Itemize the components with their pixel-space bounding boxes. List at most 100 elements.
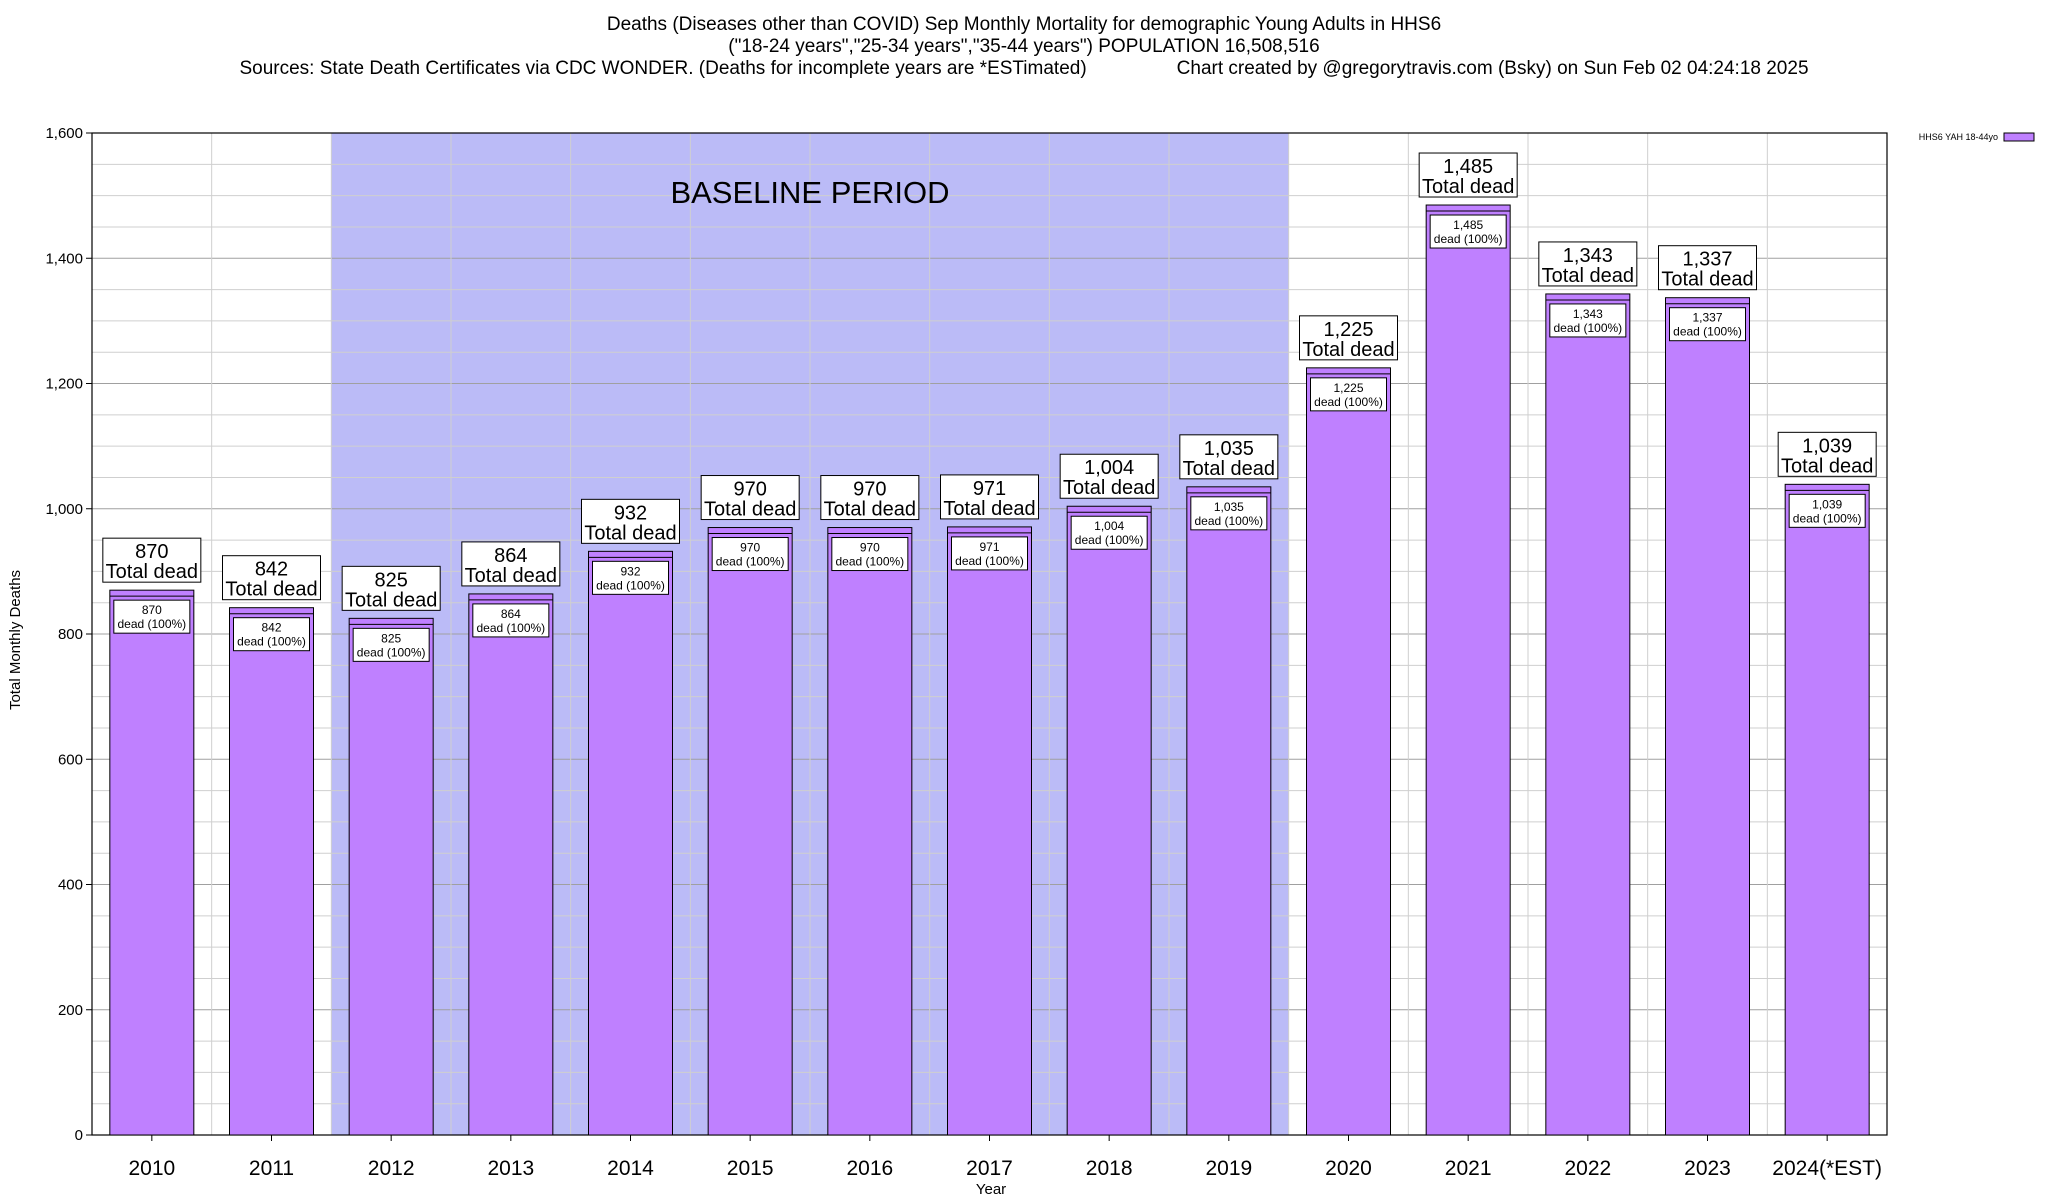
top-label-box — [1179, 434, 1279, 480]
x-tick-label: 2024(*EST) — [1772, 1157, 1882, 1180]
top-label-value: 1,485 — [1443, 156, 1493, 178]
top-label-box — [222, 555, 321, 601]
chart-header: Deaths (Diseases other than COVID) Sep M… — [0, 14, 2048, 80]
x-tick-label: 2022 — [1564, 1157, 1611, 1180]
y-tick-label: 1,200 — [45, 376, 83, 393]
inner-label-text: dead (100%) — [1314, 395, 1383, 409]
inner-label-text: dead (100%) — [1793, 511, 1862, 525]
x-tick-label: 2018 — [1086, 1157, 1133, 1180]
top-label-text: Total dead — [1661, 269, 1753, 291]
top-label-box — [700, 475, 800, 521]
bar — [1784, 483, 1870, 1136]
bar — [707, 527, 793, 1136]
x-tick-label: 2013 — [487, 1157, 534, 1180]
inner-label-text: dead (100%) — [835, 555, 904, 569]
inner-label-value: 970 — [740, 541, 760, 555]
top-label-box — [1418, 152, 1518, 198]
top-label-text: Total dead — [824, 499, 916, 521]
y-tick-label: 1,400 — [45, 250, 83, 267]
inner-label-box — [1429, 214, 1507, 249]
inner-label-text: dead (100%) — [117, 617, 186, 631]
bar — [229, 607, 314, 1136]
top-label-text: Total dead — [1183, 458, 1275, 480]
top-label-text: Total dead — [943, 498, 1035, 520]
top-label-text: Total dead — [345, 589, 437, 611]
top-label-text: Total dead — [1542, 265, 1634, 287]
inner-label-box — [831, 537, 909, 572]
inner-label-box — [951, 536, 1028, 571]
top-label-value: 842 — [255, 559, 288, 581]
x-tick-label: 2020 — [1325, 1157, 1372, 1180]
top-label-box — [1059, 453, 1159, 499]
legend-label: HHS6 YAH 18-44yo — [1919, 132, 1998, 142]
y-tick-label: 0 — [75, 1127, 83, 1144]
inner-label-text: dead (100%) — [1075, 533, 1144, 547]
inner-label-value: 842 — [261, 621, 281, 635]
inner-label-value: 1,225 — [1333, 381, 1363, 395]
inner-label-text: dead (100%) — [1553, 321, 1622, 335]
top-label-box — [1538, 241, 1638, 287]
top-label-value: 970 — [853, 479, 886, 501]
x-tick-label: 2012 — [368, 1157, 415, 1180]
inner-label-text: dead (100%) — [596, 578, 665, 592]
x-tick-label: 2023 — [1684, 1157, 1731, 1180]
bar — [1306, 367, 1391, 1136]
top-label-box — [1299, 315, 1398, 361]
inner-label-value: 970 — [860, 541, 880, 555]
inner-label-box — [1549, 303, 1627, 338]
x-tick-label: 2015 — [727, 1157, 774, 1180]
y-tick-label: 200 — [58, 1002, 83, 1019]
inner-label-box — [1669, 307, 1746, 342]
inner-label-value: 1,039 — [1812, 497, 1842, 511]
y-axis-label: Total Monthly Deaths — [7, 570, 24, 710]
inner-label-box — [1788, 493, 1866, 528]
inner-label-box — [113, 599, 191, 634]
x-tick-label: 2017 — [966, 1157, 1013, 1180]
bar — [947, 526, 1032, 1136]
chart-title: Deaths (Diseases other than COVID) Sep M… — [606, 14, 1442, 35]
x-tick-label: 2021 — [1445, 1157, 1492, 1180]
inner-label-text: dead (100%) — [1434, 232, 1503, 246]
top-label-value: 864 — [494, 545, 527, 567]
top-label-box — [1777, 431, 1877, 477]
top-label-box — [341, 565, 441, 611]
top-label-value: 1,225 — [1323, 319, 1373, 341]
top-label-value: 825 — [374, 569, 407, 591]
x-tick-label: 2011 — [249, 1157, 294, 1180]
bar — [468, 593, 554, 1136]
top-label-text: Total dead — [1063, 477, 1155, 499]
inner-label-text: dead (100%) — [1194, 514, 1263, 528]
top-label-value: 870 — [135, 541, 168, 563]
baseline-period-label: BASELINE PERIOD — [670, 175, 949, 210]
top-label-value: 1,004 — [1084, 457, 1134, 479]
x-tick-label: 2019 — [1205, 1157, 1252, 1180]
bar — [1186, 486, 1272, 1136]
inner-label-box — [1190, 496, 1268, 531]
y-tick-label: 1,600 — [45, 125, 83, 142]
top-label-value: 970 — [733, 479, 766, 501]
top-label-text: Total dead — [584, 522, 676, 544]
inner-label-text: dead (100%) — [476, 621, 545, 635]
legend-swatch — [2003, 132, 2035, 142]
inner-label-box — [592, 560, 669, 595]
top-label-box — [1658, 245, 1757, 291]
inner-label-box — [352, 627, 430, 662]
top-label-box — [461, 541, 561, 587]
inner-label-text: dead (100%) — [716, 555, 785, 569]
inner-label-value: 864 — [501, 607, 521, 621]
inner-label-value: 932 — [620, 564, 640, 578]
inner-label-value: 870 — [142, 603, 162, 617]
x-axis-label: Year — [976, 1181, 1006, 1198]
inner-label-value: 1,485 — [1453, 218, 1483, 232]
inner-label-value: 1,004 — [1094, 519, 1124, 533]
inner-label-value: 971 — [979, 540, 999, 554]
y-tick-label: 600 — [58, 751, 83, 768]
bar — [827, 527, 913, 1136]
y-tick-label: 1,000 — [45, 501, 83, 518]
bar — [348, 617, 434, 1136]
inner-label-box — [1070, 515, 1148, 550]
top-label-box — [940, 474, 1039, 520]
top-label-text: Total dead — [1781, 455, 1873, 477]
top-label-box — [820, 475, 920, 521]
inner-label-value: 1,035 — [1214, 500, 1244, 514]
